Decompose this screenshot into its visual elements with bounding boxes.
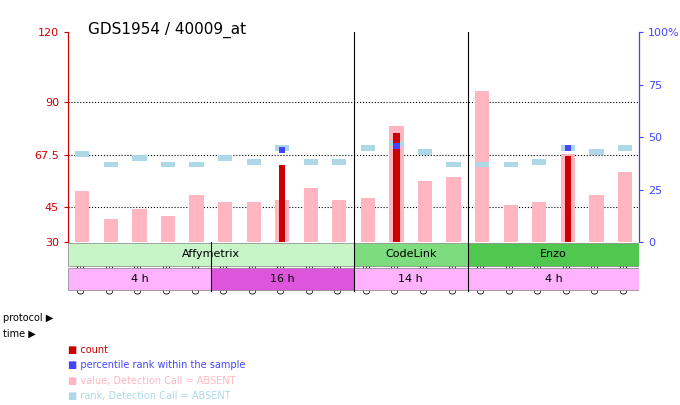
Text: ■ count: ■ count (68, 345, 108, 355)
Bar (564, 156, 571, 242)
Bar (279, 165, 286, 242)
Bar (503, 205, 517, 242)
Bar (75, 151, 90, 157)
Text: protocol ▶: protocol ▶ (3, 313, 54, 323)
Bar (564, 145, 571, 151)
Text: 14 h: 14 h (398, 274, 423, 284)
Bar (103, 219, 118, 242)
Bar (532, 160, 547, 165)
Bar (354, 243, 468, 266)
Bar (617, 145, 632, 151)
Bar (532, 202, 547, 242)
Bar (103, 162, 118, 167)
Bar (354, 268, 468, 290)
Bar (560, 153, 575, 242)
Bar (418, 149, 432, 155)
Text: Affymetrix: Affymetrix (182, 249, 240, 260)
Bar (160, 162, 175, 167)
Bar (279, 147, 286, 153)
Bar (360, 145, 375, 151)
Bar (560, 145, 575, 151)
Text: 4 h: 4 h (545, 274, 562, 284)
Text: GDS1954 / 40009_at: GDS1954 / 40009_at (88, 22, 247, 38)
Bar (75, 191, 90, 242)
Text: 4 h: 4 h (131, 274, 148, 284)
Text: time ▶: time ▶ (3, 329, 36, 339)
Bar (275, 200, 289, 242)
Bar (211, 268, 354, 290)
Text: ■ percentile rank within the sample: ■ percentile rank within the sample (68, 360, 245, 370)
Bar (418, 181, 432, 242)
Bar (389, 141, 403, 147)
Bar (189, 162, 204, 167)
Bar (446, 177, 460, 242)
Bar (389, 126, 403, 242)
Bar (303, 160, 318, 165)
Bar (446, 162, 460, 167)
Bar (246, 202, 260, 242)
Text: 16 h: 16 h (270, 274, 294, 284)
Text: CodeLink: CodeLink (385, 249, 437, 260)
Bar (617, 172, 632, 242)
Bar (393, 132, 400, 242)
Bar (303, 188, 318, 242)
Bar (503, 162, 517, 167)
Bar (468, 243, 639, 266)
Bar (393, 143, 400, 149)
Bar (218, 155, 232, 161)
Bar (132, 209, 147, 242)
Bar (332, 160, 346, 165)
Bar (332, 200, 346, 242)
Bar (589, 196, 604, 242)
Text: ■ value, Detection Call = ABSENT: ■ value, Detection Call = ABSENT (68, 375, 235, 386)
Bar (246, 160, 260, 165)
Bar (360, 198, 375, 242)
Bar (160, 216, 175, 242)
Bar (468, 268, 639, 290)
Bar (68, 268, 211, 290)
Text: ■ rank, Detection Call = ABSENT: ■ rank, Detection Call = ABSENT (68, 391, 231, 401)
Bar (218, 202, 232, 242)
Bar (68, 243, 354, 266)
Bar (132, 155, 147, 161)
Bar (189, 196, 204, 242)
Text: Enzo: Enzo (540, 249, 567, 260)
Bar (275, 145, 289, 151)
Bar (589, 149, 604, 155)
Bar (475, 162, 490, 167)
Bar (475, 91, 490, 242)
